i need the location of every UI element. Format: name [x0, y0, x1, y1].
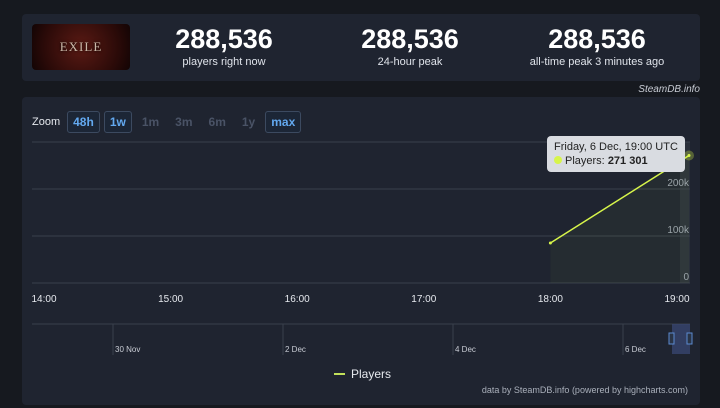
legend-item-players[interactable]: Players [334, 367, 391, 381]
players-chart[interactable]: 0 100k 200k 14:00 15:00 16:00 17:00 18:00 19:00 3… [22, 97, 700, 405]
zoom-6m-button[interactable]: 6m [208, 115, 226, 129]
data-point [548, 241, 552, 245]
tooltip: Friday, 6 Dec, 19:00 UTC Players: 271 30… [547, 136, 685, 172]
y-tick-label: 0 [683, 272, 689, 283]
navigator-handle-left [668, 332, 675, 345]
zoom-1w-button[interactable]: 1w [103, 111, 132, 133]
hover-marker [684, 150, 694, 161]
zoom-1m-button[interactable]: 1m [141, 115, 160, 129]
data-point [687, 153, 691, 157]
x-tick-label: 14:00 [31, 294, 56, 305]
legend-label: Players [351, 367, 392, 381]
navigator-handle-right [686, 332, 693, 345]
y-tick-label: 100k [667, 225, 690, 236]
y-tick-label: 200k [667, 178, 690, 189]
zoom-label: Zoom [32, 116, 61, 128]
navigator-tick-label: 30 Nov [115, 345, 140, 354]
zoom-controls: Zoom 48h 1w 1m 3m 6m 1y max [32, 111, 302, 133]
navigator-tick-label: 2 Dec [285, 345, 306, 354]
stats-card: EXILE 288,536 players right now 288,536 24… [22, 14, 700, 81]
zoom-3m-button[interactable]: 3m [175, 115, 193, 129]
tooltip-series: Players: [565, 155, 605, 167]
series-dot-icon [554, 156, 562, 164]
series-area [550, 155, 689, 283]
stat-all-time-peak: 288,536 all-time peak 3 minutes ago [529, 24, 665, 68]
x-tick-label: 19:00 [664, 294, 689, 305]
tooltip-title: Friday, 6 Dec, 19:00 UTC [554, 141, 678, 153]
footer-credit[interactable]: data by SteamDB.info (powered by highcha… [481, 385, 688, 395]
navigator-tick-label: 6 Dec [625, 345, 646, 354]
steamdb-credit[interactable]: SteamDB.info [638, 84, 700, 95]
zoom-1y-button[interactable]: 1y [241, 115, 256, 129]
x-tick-label: 18:00 [538, 294, 563, 305]
tooltip-value: 271 301 [607, 155, 648, 167]
zoom-max-button[interactable]: max [265, 111, 302, 133]
x-tick-label: 17:00 [411, 294, 436, 305]
zoom-48h-button[interactable]: 48h [67, 111, 100, 133]
x-tick-label: 16:00 [285, 294, 310, 305]
navigator-tick-label: 4 Dec [455, 345, 476, 354]
stat-24h-peak: 288,536 24-hour peak [361, 24, 459, 68]
plot-shade [680, 142, 690, 283]
game-logo[interactable]: EXILE [32, 24, 130, 70]
legend-line-icon [334, 373, 345, 375]
stat-current: 288,536 players right now [175, 24, 273, 68]
x-tick-label: 15:00 [158, 294, 183, 305]
navigator-selection [672, 324, 690, 354]
